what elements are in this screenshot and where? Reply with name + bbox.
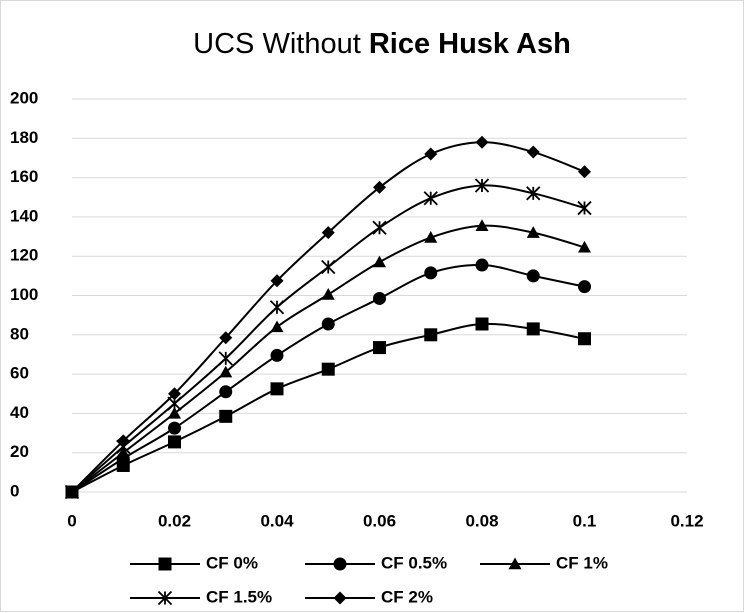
y-tick-label: 100 [10, 285, 38, 304]
marker [333, 557, 347, 571]
x-tick-label: 0.04 [260, 511, 294, 530]
marker [218, 351, 233, 366]
marker [321, 288, 335, 300]
y-tick-label: 140 [10, 206, 38, 225]
marker [508, 557, 522, 570]
marker [168, 421, 181, 435]
marker [475, 258, 489, 272]
marker [424, 147, 438, 161]
marker [270, 382, 284, 396]
series-line [71, 141, 585, 493]
marker [526, 322, 540, 336]
marker [526, 226, 540, 238]
y-tick-label: 160 [10, 167, 38, 186]
x-tick-label: 0.06 [363, 511, 396, 530]
y-tick-label: 180 [10, 128, 38, 147]
marker [424, 266, 438, 280]
marker [157, 590, 173, 606]
legend-label: CF 2% [381, 587, 433, 606]
x-tick-label: 0.1 [573, 511, 597, 530]
marker [475, 219, 489, 231]
marker [578, 332, 591, 346]
y-tick-label: 40 [10, 403, 29, 422]
marker [168, 406, 181, 419]
marker [219, 365, 233, 378]
chart-title: UCS Without Rice Husk Ash [193, 28, 571, 60]
legend: CF 0% CF 0.5% CF 1% CF 1.5% CF 2% [130, 553, 608, 606]
marker [578, 165, 591, 179]
legend-label: CF 0% [206, 553, 258, 572]
marker [373, 255, 386, 268]
x-tick-label: 0 [67, 511, 76, 530]
legend-label: CF 1% [556, 553, 608, 572]
series-line [71, 184, 585, 493]
marker [333, 591, 347, 605]
marker [321, 362, 335, 376]
y-tick-label: 120 [10, 246, 38, 265]
marker [321, 259, 336, 275]
marker [577, 200, 592, 216]
marker [65, 485, 79, 499]
marker [270, 274, 284, 288]
title-part: UCS Without [193, 28, 361, 60]
marker [373, 291, 386, 305]
x-tick-label: 0.08 [465, 511, 498, 530]
marker [158, 557, 172, 571]
y-tick-label: 0 [10, 481, 19, 500]
title-part: Rice Husk Ash [369, 28, 571, 60]
y-tick-label: 60 [10, 364, 29, 383]
marker [474, 178, 490, 193]
marker [116, 434, 130, 448]
x-tick-label: 0.12 [670, 511, 703, 530]
marker [526, 186, 541, 201]
marker [424, 231, 438, 243]
marker [475, 135, 489, 149]
marker [526, 145, 540, 159]
marker [475, 317, 489, 331]
marker [270, 320, 284, 333]
legend-label: CF 0.5% [381, 553, 447, 572]
y-tick-label: 200 [10, 88, 38, 107]
marker [423, 191, 438, 206]
y-tick-label: 20 [10, 442, 29, 461]
y-tick-label: 80 [10, 324, 29, 343]
marker [321, 226, 335, 240]
marker [578, 280, 591, 294]
marker [373, 180, 386, 194]
marker [219, 385, 233, 399]
series-line [71, 224, 585, 493]
x-tick-label: 0.02 [158, 511, 191, 530]
marker [168, 435, 181, 449]
marker [168, 387, 181, 401]
marker [373, 341, 386, 355]
marker [424, 328, 438, 342]
marker [526, 269, 540, 283]
marker [219, 331, 233, 345]
marker [270, 348, 284, 362]
marker [269, 300, 285, 315]
legend-label: CF 1.5% [206, 587, 272, 606]
marker [219, 409, 233, 423]
marker [372, 220, 387, 235]
marker [321, 317, 335, 331]
marker [578, 240, 591, 253]
